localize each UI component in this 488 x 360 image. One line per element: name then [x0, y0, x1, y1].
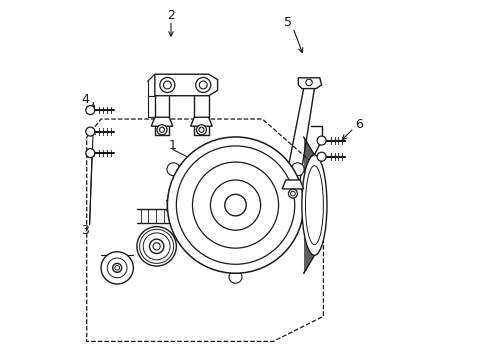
Ellipse shape	[112, 264, 122, 273]
Ellipse shape	[305, 79, 312, 86]
Ellipse shape	[137, 226, 176, 266]
Circle shape	[166, 163, 180, 176]
Ellipse shape	[101, 252, 133, 284]
Ellipse shape	[196, 125, 206, 135]
Text: 5: 5	[283, 16, 291, 29]
Ellipse shape	[85, 127, 95, 136]
Ellipse shape	[224, 194, 246, 216]
Text: 4: 4	[81, 93, 89, 106]
Polygon shape	[298, 78, 321, 89]
Ellipse shape	[149, 239, 163, 253]
Polygon shape	[151, 117, 172, 126]
Circle shape	[290, 163, 304, 176]
Ellipse shape	[167, 137, 303, 273]
Text: 6: 6	[355, 118, 363, 131]
Ellipse shape	[317, 136, 325, 145]
Text: 1: 1	[168, 139, 176, 152]
Text: 2: 2	[167, 9, 175, 22]
Text: 3: 3	[81, 224, 89, 237]
Polygon shape	[155, 74, 217, 96]
Polygon shape	[282, 180, 303, 189]
Ellipse shape	[317, 152, 325, 161]
Ellipse shape	[288, 189, 297, 198]
Ellipse shape	[157, 125, 167, 135]
Ellipse shape	[195, 77, 210, 93]
Ellipse shape	[160, 77, 175, 93]
Ellipse shape	[85, 149, 95, 158]
Ellipse shape	[85, 105, 95, 114]
Ellipse shape	[301, 155, 326, 255]
Polygon shape	[190, 117, 212, 126]
Circle shape	[228, 270, 242, 283]
